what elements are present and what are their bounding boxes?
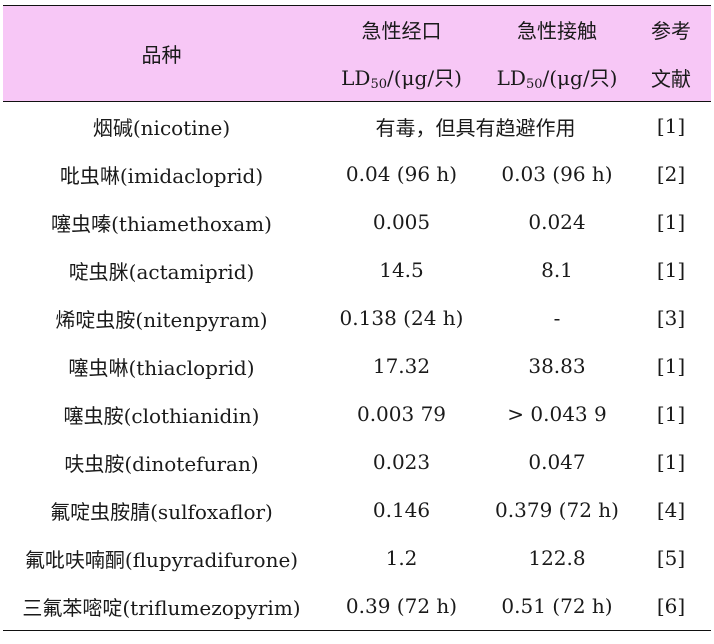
cell-contact: 122.8 bbox=[528, 546, 586, 570]
table-row: 烯啶虫胺(nitenpyram) 0.138 (24 h) - [3] bbox=[3, 294, 711, 342]
ld-label: LD bbox=[341, 66, 371, 90]
ld-label: LD bbox=[496, 66, 526, 90]
table-row: 氟啶虫胺腈(sulfoxaflor) 0.146 0.379 (72 h) [4… bbox=[3, 486, 711, 534]
ld-subscript: 50 bbox=[370, 77, 387, 92]
table-row: 烟碱(nicotine) 有毒，但具有趋避作用 [1] bbox=[3, 102, 711, 151]
cell-variety: 氟吡呋喃酮(flupyradifurone) bbox=[24, 547, 299, 572]
cell-ref: [1] bbox=[656, 114, 686, 138]
cell-ref: [1] bbox=[656, 258, 686, 282]
cell-merged-note: 有毒，但具有趋避作用 bbox=[375, 115, 576, 140]
ld-unit: /(μg/只) bbox=[542, 66, 618, 90]
cell-contact: 0.03 (96 h) bbox=[501, 162, 613, 186]
header-ref-line1: 参考 bbox=[651, 19, 691, 43]
table-row: 吡虫啉(imidacloprid) 0.04 (96 h) 0.03 (96 h… bbox=[3, 150, 711, 198]
cell-oral: 0.146 bbox=[372, 498, 431, 522]
table-row: 噻虫胺(clothianidin) 0.003 79 > 0.043 9 [1] bbox=[3, 390, 711, 438]
header-oral: 急性经口 bbox=[361, 19, 442, 43]
cell-ref: [4] bbox=[656, 498, 686, 522]
cell-variety: 三氟苯嘧啶(triflumezopyrim) bbox=[22, 595, 301, 620]
cell-contact: > 0.043 9 bbox=[507, 402, 607, 426]
cell-ref: [1] bbox=[656, 402, 686, 426]
cell-contact: 0.379 (72 h) bbox=[495, 498, 619, 522]
table-row: 三氟苯嘧啶(triflumezopyrim) 0.39 (72 h) 0.51 … bbox=[3, 582, 711, 631]
header-contact: 急性接触 bbox=[517, 19, 597, 43]
cell-variety: 烟碱(nicotine) bbox=[92, 115, 231, 140]
cell-variety: 吡虫啉(imidacloprid) bbox=[59, 163, 264, 188]
table-row: 噻虫嗪(thiamethoxam) 0.005 0.024 [1] bbox=[3, 198, 711, 246]
cell-oral: 0.023 bbox=[372, 450, 431, 474]
header-variety: 品种 bbox=[141, 43, 182, 67]
cell-oral: 0.003 79 bbox=[356, 402, 447, 426]
header-oral-unit: LD50/(μg/只) bbox=[320, 53, 483, 102]
cell-ref: [5] bbox=[656, 546, 686, 570]
cell-oral: 0.138 (24 h) bbox=[339, 306, 464, 330]
cell-contact: 8.1 bbox=[541, 258, 573, 282]
cell-oral: 1.2 bbox=[385, 546, 418, 570]
table-header: 品种 急性经口 急性接触 参考 LD50/(μg/只) LD50/(μg/只) … bbox=[3, 5, 711, 102]
table-row: 啶虫脒(actamiprid) 14.5 8.1 [1] bbox=[3, 246, 711, 294]
cell-variety: 噻虫胺(clothianidin) bbox=[63, 403, 260, 428]
cell-variety: 噻虫嗪(thiamethoxam) bbox=[51, 211, 272, 236]
cell-ref: [2] bbox=[656, 162, 686, 186]
ld-subscript: 50 bbox=[525, 77, 543, 92]
cell-variety: 呋虫胺(dinotefuran) bbox=[64, 451, 259, 476]
cell-variety: 氟啶虫胺腈(sulfoxaflor) bbox=[50, 499, 273, 524]
cell-ref: [1] bbox=[656, 354, 686, 378]
cell-variety: 噻虫啉(thiacloprid) bbox=[68, 355, 255, 380]
cell-contact: 38.83 bbox=[528, 354, 586, 378]
cell-ref: [3] bbox=[656, 306, 686, 330]
cell-variety: 烯啶虫胺(nitenpyram) bbox=[55, 307, 268, 332]
cell-oral: 14.5 bbox=[379, 258, 424, 282]
cell-ref: [6] bbox=[656, 594, 686, 618]
table-body: 烟碱(nicotine) 有毒，但具有趋避作用 [1] 吡虫啉(imidaclo… bbox=[3, 102, 711, 631]
cell-ref: [1] bbox=[656, 450, 686, 474]
cell-contact: 0.51 (72 h) bbox=[501, 594, 613, 618]
header-ref-line2: 文献 bbox=[651, 66, 691, 91]
cell-contact: - bbox=[553, 306, 561, 330]
header-row-1: 品种 急性经口 急性接触 参考 bbox=[3, 5, 711, 67]
cell-oral: 0.04 (96 h) bbox=[345, 162, 458, 186]
header-contact-unit: LD50/(μg/只) bbox=[483, 53, 631, 102]
table-row: 呋虫胺(dinotefuran) 0.023 0.047 [1] bbox=[3, 438, 711, 486]
cell-contact: 0.024 bbox=[528, 210, 586, 234]
cell-oral: 17.32 bbox=[372, 354, 431, 378]
cell-oral: 0.39 (72 h) bbox=[345, 594, 458, 618]
toxicity-table: 品种 急性经口 急性接触 参考 LD50/(μg/只) LD50/(μg/只) … bbox=[3, 5, 711, 631]
table-row: 氟吡呋喃酮(flupyradifurone) 1.2 122.8 [5] bbox=[3, 534, 711, 582]
cell-variety: 啶虫脒(actamiprid) bbox=[68, 259, 255, 284]
cell-ref: [1] bbox=[656, 210, 686, 234]
table-row: 噻虫啉(thiacloprid) 17.32 38.83 [1] bbox=[3, 342, 711, 390]
cell-oral: 0.005 bbox=[372, 210, 431, 234]
ld-unit: /(μg/只) bbox=[386, 66, 462, 90]
cell-contact: 0.047 bbox=[528, 450, 586, 474]
